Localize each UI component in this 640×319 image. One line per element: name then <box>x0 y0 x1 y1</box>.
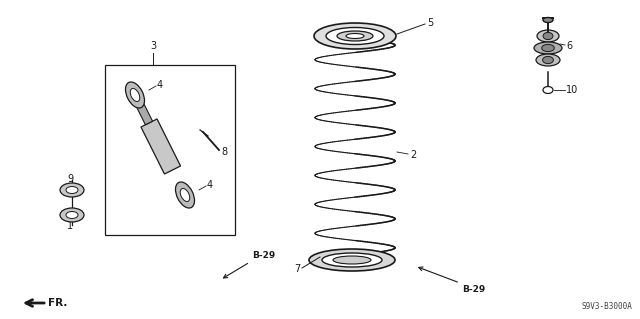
Ellipse shape <box>131 88 140 101</box>
Ellipse shape <box>180 189 189 202</box>
Ellipse shape <box>337 31 373 41</box>
Ellipse shape <box>322 253 382 267</box>
Text: 4: 4 <box>157 80 163 90</box>
Text: FR.: FR. <box>48 298 67 308</box>
Text: 10: 10 <box>566 85 579 95</box>
Text: 4: 4 <box>207 180 213 190</box>
Ellipse shape <box>537 30 559 42</box>
Ellipse shape <box>66 211 78 219</box>
Ellipse shape <box>543 56 554 63</box>
Text: 1: 1 <box>67 221 73 231</box>
Ellipse shape <box>309 249 395 271</box>
Text: 3: 3 <box>150 41 156 51</box>
Polygon shape <box>141 119 180 174</box>
Text: 5: 5 <box>427 18 433 28</box>
Ellipse shape <box>326 27 384 44</box>
Ellipse shape <box>534 42 562 54</box>
Text: 8: 8 <box>221 147 227 157</box>
Ellipse shape <box>346 33 364 39</box>
Polygon shape <box>131 93 152 125</box>
Ellipse shape <box>60 208 84 222</box>
Text: S9V3-B3000A: S9V3-B3000A <box>581 302 632 311</box>
Ellipse shape <box>333 256 371 264</box>
Ellipse shape <box>175 182 195 208</box>
Ellipse shape <box>60 183 84 197</box>
Text: 9: 9 <box>67 174 73 184</box>
Text: 2: 2 <box>410 150 416 160</box>
Text: 6: 6 <box>566 41 572 51</box>
Text: B-29: B-29 <box>252 251 275 260</box>
Ellipse shape <box>125 82 145 108</box>
Text: B-29: B-29 <box>462 285 485 294</box>
Text: 7: 7 <box>294 264 300 274</box>
Bar <box>105 65 235 235</box>
Ellipse shape <box>314 23 396 49</box>
Ellipse shape <box>541 44 554 52</box>
Ellipse shape <box>536 54 560 66</box>
Ellipse shape <box>66 187 78 194</box>
Ellipse shape <box>543 33 553 40</box>
Ellipse shape <box>543 18 553 23</box>
Ellipse shape <box>543 86 553 93</box>
